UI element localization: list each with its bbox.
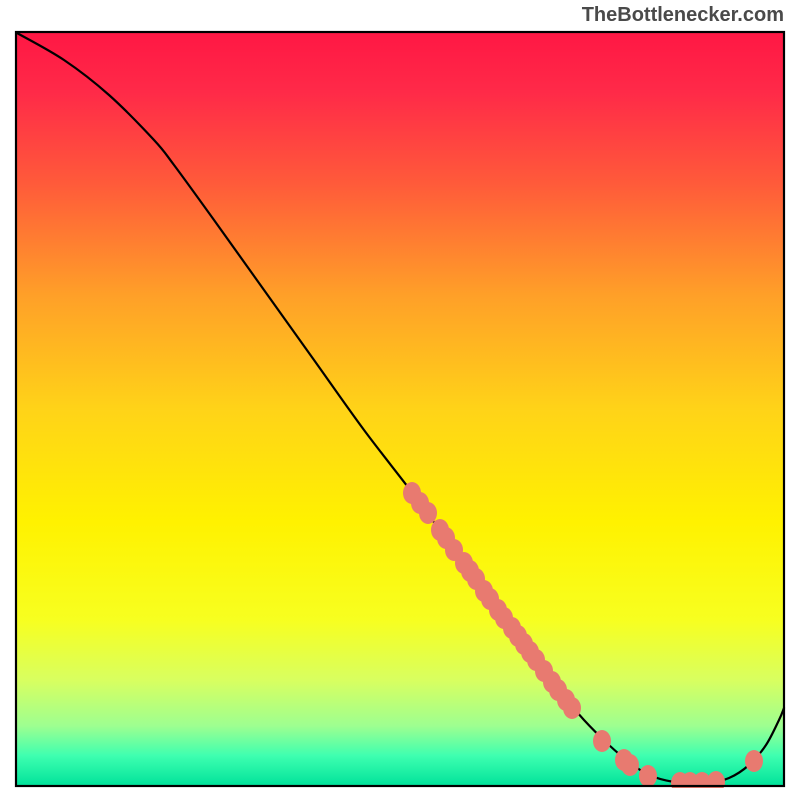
chart-marker: [563, 697, 581, 719]
chart-marker: [639, 765, 657, 787]
chart-marker: [419, 502, 437, 524]
chart-background: [16, 32, 784, 786]
chart-marker: [593, 730, 611, 752]
watermark-text: TheBottlenecker.com: [582, 4, 784, 27]
chart-plot: [14, 30, 786, 788]
chart-svg: [14, 30, 786, 788]
chart-marker: [745, 750, 763, 772]
chart-marker: [621, 754, 639, 776]
